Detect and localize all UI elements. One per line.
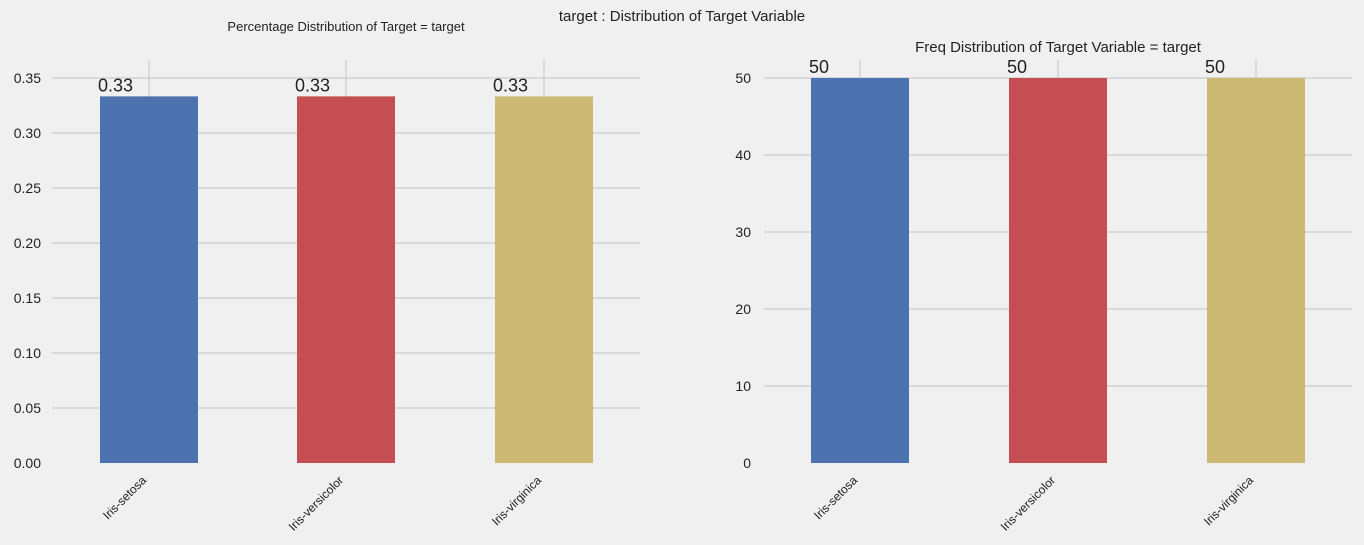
data-label: 0.33 <box>493 75 528 95</box>
x-tick-label: Iris-setosa <box>811 473 860 522</box>
y-tick-label: 0.00 <box>14 455 41 471</box>
y-tick-label: 0 <box>743 455 751 471</box>
y-tick-label: 0.35 <box>14 70 41 86</box>
y-tick-label: 0.15 <box>14 290 41 306</box>
y-tick-label: 0.30 <box>14 125 41 141</box>
bar <box>811 78 909 463</box>
x-tick-label: Iris-virginica <box>1201 473 1256 528</box>
chart-title: Percentage Distribution of Target = targ… <box>227 19 465 34</box>
y-tick-label: 50 <box>735 70 751 86</box>
bar <box>1207 78 1305 463</box>
y-tick-label: 0.10 <box>14 345 41 361</box>
bar <box>297 96 395 464</box>
data-label: 50 <box>1205 57 1225 77</box>
data-label: 0.33 <box>98 75 133 95</box>
y-tick-label: 10 <box>735 378 751 394</box>
y-tick-label: 20 <box>735 301 751 317</box>
chart-title: Freq Distribution of Target Variable = t… <box>915 39 1202 56</box>
y-tick-label: 40 <box>735 147 751 163</box>
bar <box>1009 78 1107 463</box>
data-label: 0.33 <box>295 75 330 95</box>
y-tick-label: 0.20 <box>14 235 41 251</box>
bar <box>100 96 198 464</box>
x-tick-label: Iris-versicolor <box>998 473 1058 533</box>
bar <box>495 96 593 464</box>
y-tick-label: 0.25 <box>14 180 41 196</box>
y-tick-label: 0.05 <box>14 400 41 416</box>
data-label: 50 <box>809 57 829 77</box>
y-tick-label: 30 <box>735 224 751 240</box>
figure-title: target : Distribution of Target Variable <box>558 8 806 25</box>
data-label: 50 <box>1007 57 1027 77</box>
